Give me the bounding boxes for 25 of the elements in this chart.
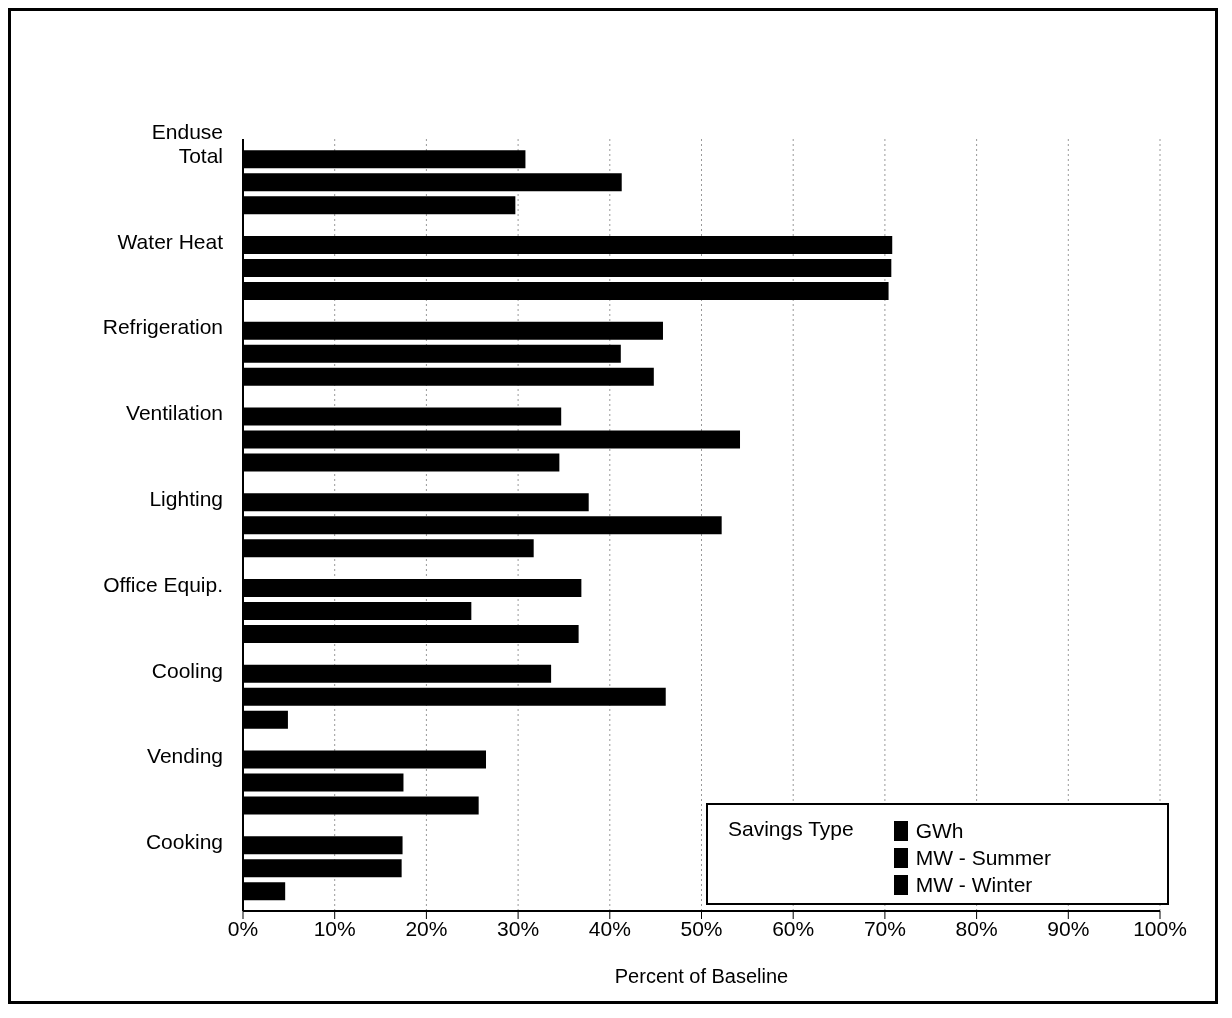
x-tick-label: 90% xyxy=(1047,916,1090,940)
y-tick-label: Water Heat xyxy=(117,229,224,253)
y-tick-label: Lighting xyxy=(149,487,223,510)
y-tick-label: Cooling xyxy=(151,658,223,682)
y-tick-label: Enduse Total xyxy=(151,119,223,167)
x-tick-label: 20% xyxy=(405,916,448,940)
x-tick-label: 30% xyxy=(497,916,540,940)
x-tick-label: 40% xyxy=(588,916,631,940)
x-tick-label: 50% xyxy=(680,916,723,940)
y-tick-label: Office Equip. xyxy=(103,572,223,596)
x-tick-label: 70% xyxy=(863,916,906,940)
x-axis-title: Percent of Baseline xyxy=(614,965,789,987)
x-tick-label: 10% xyxy=(313,916,356,940)
y-tick-label: Refrigeration xyxy=(102,315,223,339)
legend-label: MW - Winter xyxy=(915,872,1033,898)
legend-label: GWh xyxy=(915,818,964,844)
y-tick-label: Ventilation xyxy=(126,401,223,425)
legend-label: MW - Summer xyxy=(915,845,1052,871)
y-tick-label: Vending xyxy=(147,744,223,768)
x-tick-label: 80% xyxy=(955,916,998,940)
x-tick-label: 100% xyxy=(1133,916,1187,940)
y-tick-label: Cooking xyxy=(145,830,223,854)
x-tick-label: 0% xyxy=(227,916,259,940)
x-tick-label: 60% xyxy=(772,916,815,940)
legend-title: Savings Type xyxy=(728,817,854,842)
